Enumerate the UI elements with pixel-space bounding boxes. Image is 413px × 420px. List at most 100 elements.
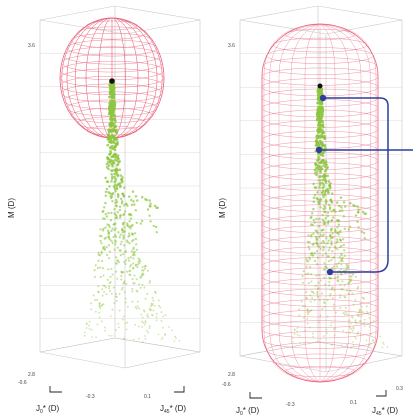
data-point (135, 199, 139, 202)
data-point (356, 205, 359, 208)
data-point (115, 270, 118, 273)
data-point (326, 189, 329, 193)
data-point (312, 232, 315, 235)
data-point (308, 248, 311, 251)
data-point (342, 329, 345, 332)
data-point (134, 209, 138, 212)
data-point (340, 268, 343, 271)
envelope-meridian (319, 23, 371, 383)
data-point (298, 314, 301, 317)
data-point (155, 206, 158, 209)
data-point (154, 291, 157, 294)
data-point (103, 248, 106, 251)
data-point (91, 336, 94, 339)
data-point (124, 301, 127, 304)
data-point (370, 332, 372, 335)
data-point (339, 293, 342, 296)
data-point (122, 194, 125, 198)
data-point (312, 196, 316, 200)
data-point (153, 304, 156, 307)
apex-point (109, 78, 115, 84)
data-point (321, 125, 325, 129)
data-point (105, 165, 109, 169)
data-point (159, 306, 162, 309)
data-point (114, 152, 117, 156)
data-point (318, 217, 321, 221)
data-point (123, 280, 126, 283)
data-point (116, 195, 120, 199)
data-point (135, 243, 138, 246)
data-point (354, 298, 357, 301)
data-point (322, 239, 325, 243)
data-point (136, 300, 139, 303)
data-point (109, 219, 113, 222)
data-point (116, 141, 119, 144)
data-point (117, 261, 120, 264)
data-point (332, 328, 335, 331)
data-point (110, 123, 114, 127)
data-point (124, 250, 128, 253)
data-point (315, 237, 318, 240)
data-point (346, 313, 349, 316)
data-point (124, 202, 128, 206)
x-tick-1: -0.6 (222, 382, 231, 388)
data-point (293, 328, 296, 331)
data-point (333, 288, 336, 291)
data-point (178, 339, 181, 342)
data-point (112, 185, 116, 188)
data-point (101, 229, 105, 232)
panel-right: 3.6 2.8 M (D) -0.6 -0.3 0.1 0.3 J0* (D) … (218, 5, 413, 417)
data-point (138, 258, 141, 261)
data-point (321, 178, 324, 182)
data-point (318, 139, 322, 143)
data-point (142, 269, 145, 272)
data-point (322, 158, 325, 162)
data-point (132, 238, 135, 242)
data-point (107, 268, 110, 271)
data-point (331, 216, 335, 219)
panel-left: 3.6 2.8 M (D) -0.6 -0.3 0.1 J0* (D) J45*… (7, 5, 201, 415)
data-point (330, 200, 333, 204)
data-point (356, 333, 359, 335)
data-point (360, 305, 363, 308)
data-point (108, 95, 112, 99)
data-point (316, 129, 320, 132)
data-point (135, 278, 138, 281)
data-point (128, 220, 131, 223)
data-point (328, 246, 331, 249)
data-point (136, 266, 139, 269)
data-point (317, 118, 321, 122)
data-point (128, 259, 131, 262)
data-point (123, 281, 126, 284)
data-point (321, 154, 325, 158)
data-point (116, 259, 119, 262)
data-point (119, 174, 123, 177)
data-point (110, 334, 113, 337)
data-point (358, 308, 361, 311)
data-point (323, 134, 326, 138)
data-point (160, 311, 163, 314)
data-point (107, 231, 110, 234)
data-point (110, 239, 113, 243)
data-point (112, 286, 115, 289)
data-point (112, 140, 115, 143)
data-point (305, 291, 308, 294)
data-point (343, 205, 347, 208)
data-point (109, 275, 112, 278)
data-point (119, 197, 123, 201)
data-point (114, 235, 118, 238)
data-point (116, 246, 119, 249)
data-point (316, 191, 319, 194)
data-point (99, 228, 102, 231)
data-point (323, 177, 327, 181)
data-point (110, 172, 113, 176)
data-point (101, 303, 104, 306)
data-point (116, 154, 120, 157)
data-point (322, 298, 326, 301)
data-point (357, 314, 360, 317)
z-tick-1: 0.1 (144, 394, 151, 400)
data-point (136, 305, 139, 308)
data-point (379, 335, 381, 338)
data-point (97, 259, 100, 262)
data-point (129, 256, 133, 259)
